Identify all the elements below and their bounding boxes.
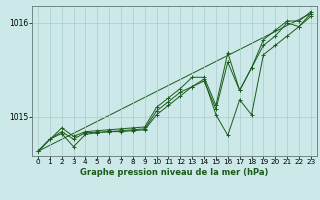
X-axis label: Graphe pression niveau de la mer (hPa): Graphe pression niveau de la mer (hPa) bbox=[80, 168, 268, 177]
